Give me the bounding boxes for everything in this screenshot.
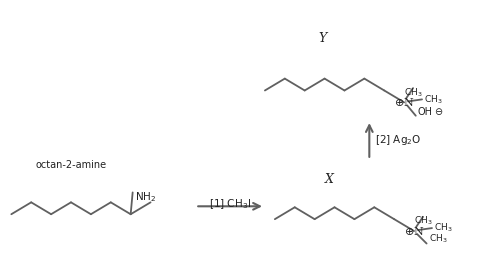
Text: OH: OH	[418, 107, 433, 117]
Text: CH$_3$: CH$_3$	[404, 86, 422, 99]
Text: $\oplus$N: $\oplus$N	[404, 225, 424, 237]
Text: CH$_3$: CH$_3$	[424, 93, 443, 106]
Text: octan-2-amine: octan-2-amine	[35, 160, 107, 170]
Text: $\ominus$: $\ominus$	[434, 106, 443, 117]
Text: X: X	[325, 173, 334, 186]
Text: CH$_3$: CH$_3$	[429, 233, 447, 246]
Text: NH$_2$: NH$_2$	[134, 191, 156, 204]
Text: [2] Ag$_2$O: [2] Ag$_2$O	[375, 133, 422, 147]
Text: [1] CH$_3$I: [1] CH$_3$I	[209, 197, 251, 211]
Text: Y: Y	[318, 32, 327, 45]
Text: CH$_3$: CH$_3$	[414, 215, 432, 227]
Text: CH$_3$: CH$_3$	[434, 222, 453, 234]
Text: $\oplus$N: $\oplus$N	[394, 96, 414, 108]
